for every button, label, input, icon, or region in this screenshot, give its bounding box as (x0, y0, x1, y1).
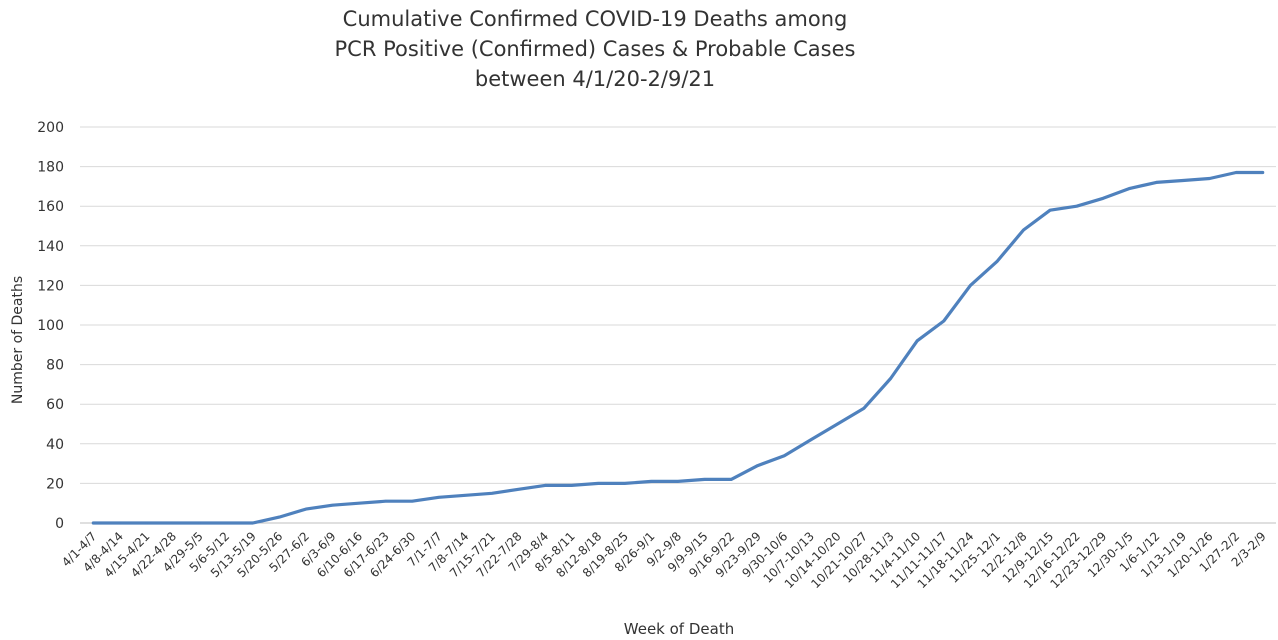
chart-title: Cumulative Confirmed COVID-19 Deaths amo… (0, 4, 1190, 94)
chart-title-line-3: between 4/1/20-2/9/21 (474, 67, 716, 91)
data-point (676, 480, 680, 483)
data-point (729, 478, 733, 481)
data-point (809, 438, 813, 442)
data-point (251, 521, 254, 525)
data-point (1234, 171, 1238, 174)
data-point (1208, 177, 1211, 180)
data-point (145, 521, 148, 525)
data-point (224, 521, 228, 525)
data-point (517, 488, 520, 491)
data-point (304, 507, 308, 511)
data-point (942, 319, 945, 323)
series-line (91, 170, 1265, 525)
data-point (650, 480, 653, 483)
data-point (1181, 179, 1185, 182)
y-tick-label: 180 (37, 160, 64, 176)
data-point (570, 484, 573, 487)
y-tick-label: 80 (46, 358, 64, 374)
y-tick-label: 60 (46, 397, 64, 413)
y-tick-label: 140 (37, 239, 64, 255)
y-tick-label: 40 (46, 437, 64, 453)
x-axis-label: Week of Death (624, 620, 734, 638)
data-point (916, 339, 919, 343)
data-point (198, 521, 201, 525)
data-point (1102, 197, 1105, 200)
data-point (118, 521, 122, 525)
y-tick-label: 160 (37, 199, 64, 215)
data-point (597, 482, 600, 485)
data-point (92, 521, 95, 525)
data-point (437, 496, 440, 499)
data-point (357, 502, 361, 505)
data-point (1261, 171, 1264, 174)
data-point (995, 260, 999, 263)
gridlines (80, 126, 1276, 524)
data-point (1075, 205, 1078, 208)
data-point (171, 521, 175, 525)
series-layer (91, 170, 1265, 525)
data-point (543, 484, 547, 487)
data-point (756, 464, 759, 467)
y-axis-label: Number of Deaths (10, 276, 26, 404)
y-axis-ticks: 0 20 40 60 80 100 120 140 160 180 200 (37, 120, 64, 532)
data-point (783, 454, 786, 457)
y-tick-label: 200 (37, 120, 64, 136)
data-point (411, 500, 414, 503)
data-point (490, 492, 494, 495)
data-point (1022, 228, 1025, 232)
chart-title-line-1: Cumulative Confirmed COVID-19 Deaths amo… (342, 7, 848, 31)
data-point (1048, 208, 1052, 212)
data-point (278, 515, 281, 519)
data-point (623, 482, 627, 485)
data-point (703, 478, 706, 481)
data-point (889, 377, 892, 380)
y-tick-label: 20 (46, 476, 64, 492)
data-point (384, 500, 387, 503)
y-tick-label: 0 (55, 516, 64, 532)
data-point (331, 503, 334, 507)
data-point (1155, 181, 1158, 184)
y-tick-label: 100 (37, 318, 64, 334)
data-point (969, 284, 972, 287)
chart-title-line-2: PCR Positive (Confirmed) Cases & Probabl… (334, 37, 856, 61)
data-point (464, 494, 467, 497)
data-point (1128, 187, 1132, 190)
x-axis-ticks: 4/1-4/74/8-4/144/15-4/214/22-4/284/29-5/… (59, 529, 1269, 591)
data-point (836, 422, 839, 426)
y-tick-label: 120 (37, 278, 64, 294)
data-point (862, 406, 866, 410)
